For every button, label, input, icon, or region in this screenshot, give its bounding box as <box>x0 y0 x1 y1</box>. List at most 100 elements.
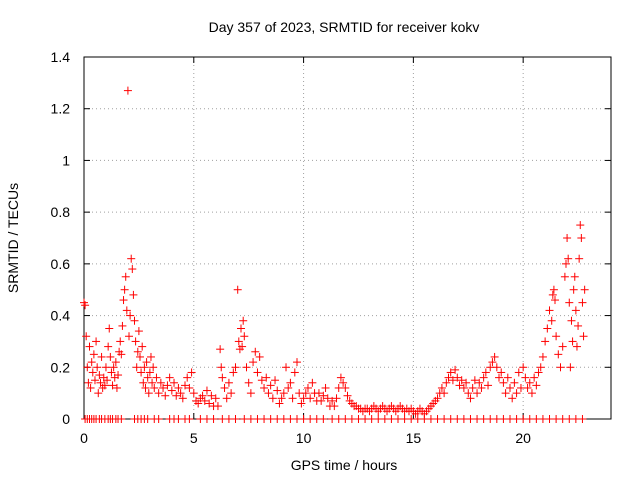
data-point <box>314 389 323 398</box>
x-tick-label: 20 <box>515 430 531 446</box>
data-point <box>455 381 464 390</box>
data-point <box>200 396 209 405</box>
data-point <box>183 373 192 382</box>
data-point <box>260 383 269 392</box>
data-point <box>277 394 286 403</box>
data-point <box>122 306 131 315</box>
data-point <box>213 402 222 411</box>
data-point <box>336 373 345 382</box>
data-point <box>284 383 293 392</box>
data-point <box>134 327 143 336</box>
data-point <box>490 352 499 361</box>
x-tick-label: 15 <box>406 430 422 446</box>
data-point <box>558 342 567 351</box>
data-point <box>165 373 174 382</box>
data-point <box>224 378 233 387</box>
data-point <box>564 254 573 263</box>
data-point <box>103 376 112 385</box>
data-point <box>120 285 129 294</box>
data-point <box>218 373 227 382</box>
data-point <box>251 347 260 356</box>
data-point <box>89 350 98 359</box>
data-point <box>569 285 578 294</box>
data-point <box>323 394 332 403</box>
data-point <box>560 272 569 281</box>
y-tick-label: 1 <box>62 152 70 168</box>
data-point <box>128 265 137 274</box>
grid <box>84 57 611 419</box>
data-point <box>94 389 103 398</box>
data-point <box>534 368 543 377</box>
data-point <box>459 383 468 392</box>
data-point <box>508 394 517 403</box>
data-point <box>222 394 231 403</box>
data-points <box>80 86 589 423</box>
data-point <box>288 394 297 403</box>
data-point <box>317 396 326 405</box>
data-point <box>194 399 203 408</box>
data-point <box>565 298 574 307</box>
data-point <box>297 399 306 408</box>
data-point <box>246 389 255 398</box>
data-point <box>532 381 541 390</box>
data-point <box>330 402 339 411</box>
data-point <box>255 352 264 361</box>
data-point <box>466 394 475 403</box>
data-point <box>86 383 95 392</box>
data-point <box>512 389 521 398</box>
data-point <box>146 352 155 361</box>
data-point <box>244 378 253 387</box>
data-point <box>521 373 530 382</box>
data-point <box>141 383 150 392</box>
data-point <box>238 342 247 351</box>
data-point <box>96 378 105 387</box>
data-point <box>176 389 185 398</box>
data-point <box>572 342 581 351</box>
data-point <box>105 324 114 333</box>
data-point <box>130 316 139 325</box>
data-point <box>109 363 118 372</box>
data-point <box>479 373 488 382</box>
data-point <box>138 342 147 351</box>
data-point <box>343 391 352 400</box>
data-point-zero <box>578 415 587 423</box>
data-point <box>132 363 141 372</box>
data-point <box>292 358 301 367</box>
data-point <box>527 389 536 398</box>
data-point <box>82 332 91 341</box>
data-point <box>234 337 243 346</box>
data-point <box>150 383 159 392</box>
data-point <box>229 368 238 377</box>
y-tick-label: 1.2 <box>51 101 71 117</box>
data-point <box>571 306 580 315</box>
x-tick-label: 5 <box>190 430 198 446</box>
data-point <box>519 363 528 372</box>
ticks: 0 0.2 0.4 0.6 0.8 1 1.2 1.4 0 5 10 15 20 <box>51 49 611 446</box>
data-point <box>578 298 587 307</box>
data-point <box>484 381 493 390</box>
data-point <box>104 342 113 351</box>
data-point <box>446 368 455 377</box>
data-point <box>126 311 135 320</box>
data-point <box>137 368 146 377</box>
data-point <box>462 378 471 387</box>
data-point <box>187 368 196 377</box>
data-point <box>249 358 258 367</box>
data-point <box>92 337 101 346</box>
data-point <box>84 378 93 387</box>
data-point <box>448 376 457 385</box>
data-point <box>499 378 508 387</box>
data-point <box>101 363 110 372</box>
data-point-zero <box>209 415 218 423</box>
data-point <box>543 324 552 333</box>
data-point <box>566 363 575 372</box>
data-point <box>253 368 262 377</box>
y-tick-label: 0.4 <box>51 308 71 324</box>
data-point <box>237 324 246 333</box>
data-point <box>156 378 165 387</box>
data-point <box>554 350 563 359</box>
data-point <box>233 285 242 294</box>
data-point <box>341 383 350 392</box>
data-point <box>125 332 134 341</box>
